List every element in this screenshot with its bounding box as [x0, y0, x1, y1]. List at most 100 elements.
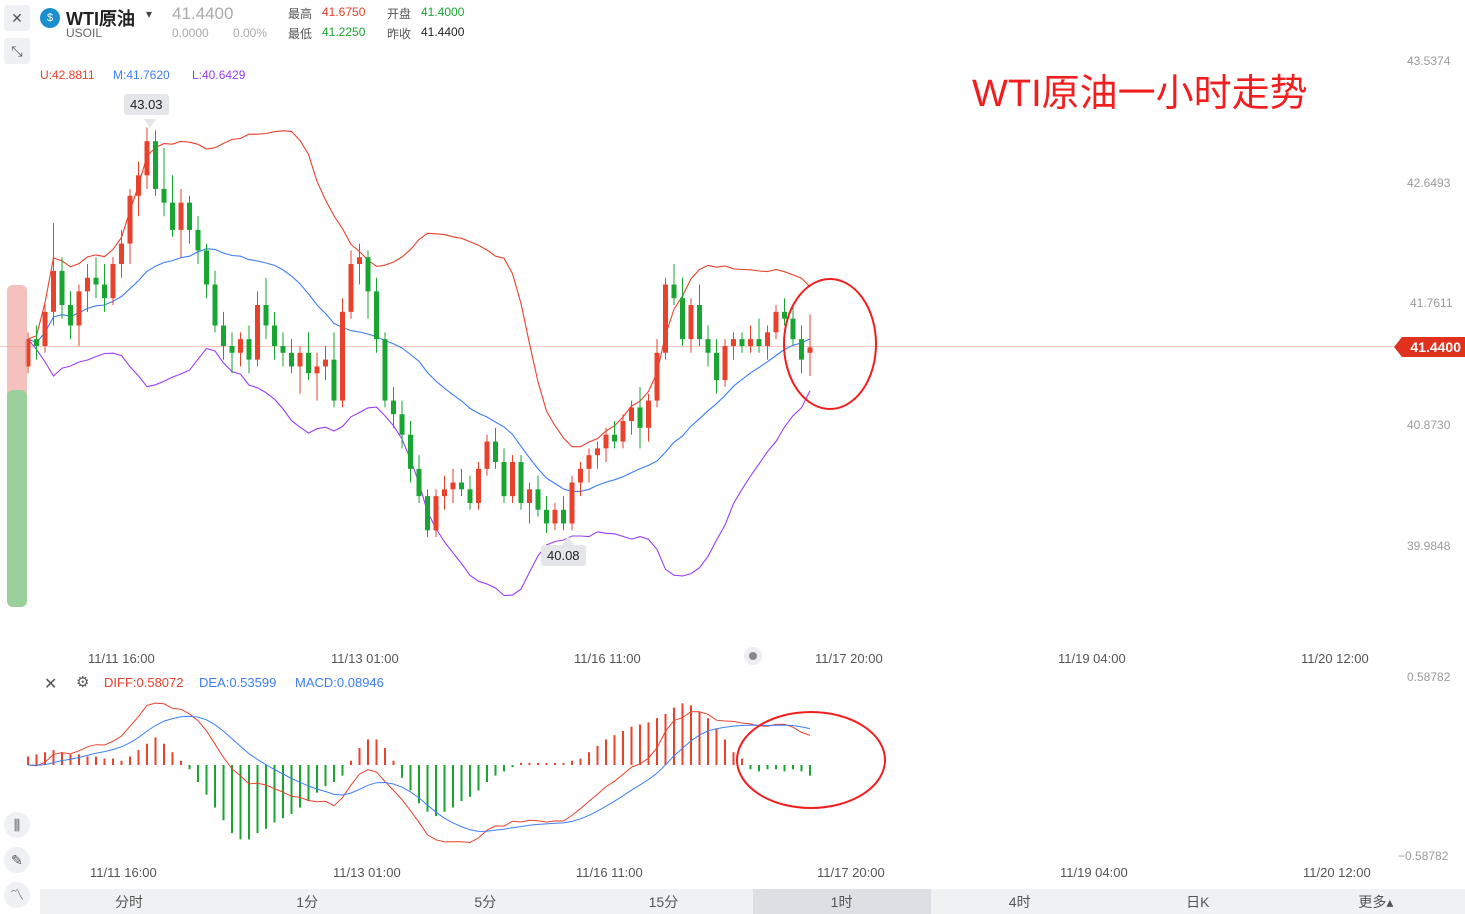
candle[interactable] — [365, 250, 371, 319]
candle[interactable] — [476, 462, 481, 510]
candle[interactable] — [773, 305, 779, 340]
settings-icon[interactable]: ⚙ — [76, 674, 90, 691]
candle[interactable] — [663, 277, 668, 360]
candle[interactable] — [527, 482, 532, 524]
candle[interactable] — [731, 332, 736, 360]
candle[interactable] — [544, 496, 549, 534]
collapse-icon[interactable]: ⤡ — [4, 38, 30, 64]
candle[interactable] — [501, 448, 507, 503]
candle[interactable] — [637, 386, 643, 449]
candle[interactable] — [76, 284, 82, 346]
pencil-icon[interactable]: ✎ — [4, 847, 30, 873]
candle[interactable] — [714, 339, 719, 394]
tab-1min[interactable]: 1分 — [296, 893, 319, 910]
candle[interactable] — [178, 188, 184, 258]
candle[interactable] — [629, 400, 634, 435]
candle[interactable] — [680, 277, 685, 346]
candle[interactable] — [297, 345, 303, 394]
candle[interactable] — [34, 325, 39, 360]
indicator-icon[interactable]: 〽 — [4, 882, 30, 908]
candle[interactable] — [221, 311, 226, 360]
candle[interactable] — [535, 475, 541, 517]
candlestick-icon[interactable]: ⫼ — [4, 812, 30, 838]
close-icon[interactable]: ✕ — [4, 5, 30, 31]
candle[interactable] — [518, 455, 524, 510]
candle[interactable] — [212, 270, 218, 333]
tab-timeshare[interactable]: 分时 — [115, 893, 144, 910]
candle[interactable] — [595, 441, 600, 469]
candle[interactable] — [739, 332, 745, 353]
candle[interactable] — [85, 264, 90, 312]
candle[interactable] — [187, 195, 192, 244]
instrument-name[interactable]: WTI原油 — [66, 9, 135, 29]
candle[interactable] — [450, 468, 456, 503]
chevron-down-icon[interactable]: ▾ — [146, 7, 153, 21]
candle[interactable] — [510, 455, 515, 503]
candle[interactable] — [782, 298, 787, 326]
candle[interactable] — [314, 352, 320, 401]
candle[interactable] — [807, 314, 813, 377]
candle[interactable] — [765, 325, 770, 360]
candle[interactable] — [408, 421, 413, 483]
candle[interactable] — [425, 489, 430, 538]
candle[interactable] — [688, 298, 694, 353]
candle[interactable] — [42, 305, 48, 353]
candle[interactable] — [229, 332, 235, 374]
tab-1hour[interactable]: 1时 — [752, 889, 931, 914]
candle[interactable] — [433, 489, 439, 538]
candle[interactable] — [756, 318, 762, 353]
candle[interactable] — [280, 332, 286, 367]
candle[interactable] — [697, 284, 702, 346]
candle[interactable] — [136, 161, 141, 217]
candle[interactable] — [170, 175, 175, 237]
candle[interactable] — [459, 468, 464, 497]
candle[interactable] — [306, 332, 311, 381]
candle[interactable] — [654, 339, 660, 408]
candle[interactable] — [323, 345, 328, 381]
candle[interactable] — [153, 130, 158, 196]
candle[interactable] — [144, 127, 150, 189]
candle[interactable] — [68, 291, 73, 340]
candle[interactable] — [399, 400, 405, 449]
tab-15min[interactable]: 15分 — [648, 893, 679, 910]
close-macd-icon[interactable]: ✕ — [44, 676, 58, 693]
candle[interactable] — [484, 434, 490, 476]
candle[interactable] — [246, 325, 252, 374]
candle[interactable] — [93, 257, 99, 299]
candle[interactable] — [620, 414, 626, 449]
candle[interactable] — [331, 332, 337, 408]
candle[interactable] — [51, 223, 56, 326]
candle[interactable] — [603, 427, 609, 463]
candle[interactable] — [586, 448, 592, 483]
candle[interactable] — [263, 277, 269, 340]
candle[interactable] — [442, 475, 447, 510]
tab-more[interactable]: 更多▴ — [1358, 893, 1394, 910]
candle[interactable] — [646, 393, 651, 442]
candle[interactable] — [348, 250, 354, 319]
candle[interactable] — [391, 386, 396, 428]
candle[interactable] — [119, 229, 124, 278]
candle[interactable] — [561, 496, 566, 531]
candle[interactable] — [204, 243, 209, 299]
candle[interactable] — [25, 332, 31, 374]
candle[interactable] — [467, 475, 473, 510]
candle[interactable] — [59, 257, 65, 319]
tab-daily[interactable]: 日K — [1186, 893, 1210, 910]
candle[interactable] — [790, 305, 796, 346]
candle[interactable] — [102, 264, 107, 312]
candle[interactable] — [552, 502, 558, 531]
candle[interactable] — [748, 325, 753, 353]
candle[interactable] — [272, 311, 277, 360]
candle[interactable] — [722, 339, 728, 387]
candle[interactable] — [127, 188, 133, 265]
candle[interactable] — [161, 148, 167, 217]
candle[interactable] — [416, 455, 422, 503]
tab-5min[interactable]: 5分 — [474, 893, 497, 910]
candle[interactable] — [705, 325, 711, 367]
candle[interactable] — [493, 427, 498, 469]
candle[interactable] — [110, 257, 116, 306]
candle[interactable] — [799, 325, 804, 374]
tab-4hour[interactable]: 4时 — [1008, 893, 1031, 910]
candle[interactable] — [382, 332, 388, 408]
